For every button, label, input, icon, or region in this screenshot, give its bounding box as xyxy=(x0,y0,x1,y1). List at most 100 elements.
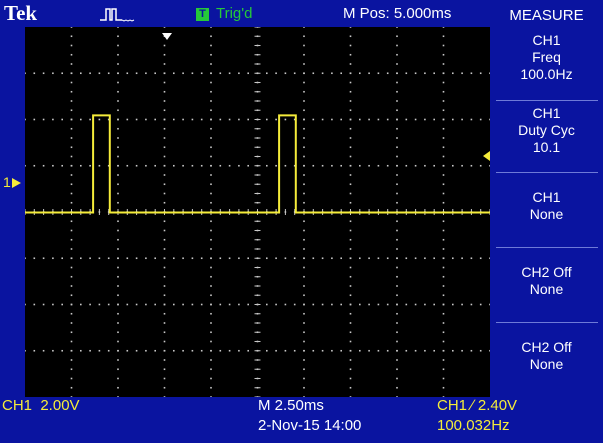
grid-dot xyxy=(349,285,352,287)
grid-dot xyxy=(42,164,45,167)
grid-dot xyxy=(349,377,352,380)
grid-dot xyxy=(275,118,277,121)
grid-dot xyxy=(396,109,398,112)
grid-dot xyxy=(70,27,73,28)
grid-dot xyxy=(238,164,240,167)
grid-dot xyxy=(25,164,26,167)
grid-dot xyxy=(33,72,36,75)
grid-dot xyxy=(80,118,82,121)
grid-dot xyxy=(414,349,417,352)
grid-dot xyxy=(266,257,268,260)
grid-dot xyxy=(331,72,333,75)
grid-dot xyxy=(210,90,212,93)
grid-dot xyxy=(349,386,352,389)
grid-dot xyxy=(303,109,305,112)
grid-dot xyxy=(452,164,454,167)
grid-dot xyxy=(70,349,73,352)
grid-dot xyxy=(442,155,445,158)
grid-dot xyxy=(331,164,333,167)
grid-dot xyxy=(442,303,445,306)
timebase-readout: M 2.50ms xyxy=(258,397,324,414)
grid-dot xyxy=(25,257,26,260)
grid-dot xyxy=(424,164,426,167)
menu-divider xyxy=(496,247,598,248)
grid-dot xyxy=(98,303,101,306)
grid-dot xyxy=(489,118,490,121)
grid-dot xyxy=(238,303,240,306)
measure-slot-1[interactable]: CH1 Freq 100.0Hz xyxy=(490,32,603,83)
grid-dot xyxy=(163,396,166,397)
measure-slot-3[interactable]: CH1 None xyxy=(490,189,603,223)
grid-dot xyxy=(228,257,231,260)
grid-dot xyxy=(210,72,212,75)
grid-dot xyxy=(359,164,361,167)
menu-divider xyxy=(496,100,598,101)
grid-dot xyxy=(219,72,222,75)
grid-dot xyxy=(70,266,73,269)
grid-dot xyxy=(433,164,435,167)
grid-dot xyxy=(238,349,240,352)
grid-dot xyxy=(470,118,473,121)
grid-dot xyxy=(266,72,268,75)
grid-dot xyxy=(228,118,231,121)
grid-dot xyxy=(349,100,352,102)
grid-dot xyxy=(80,257,82,260)
grid-dot xyxy=(368,257,370,260)
grid-dot xyxy=(117,257,119,260)
grid-dot xyxy=(424,118,426,121)
grid-dot xyxy=(210,331,212,334)
grid-dot xyxy=(163,340,166,343)
grid-dot xyxy=(33,303,36,306)
grid-dot xyxy=(117,192,119,195)
grid-dot xyxy=(368,118,370,121)
grid-dot xyxy=(349,331,352,334)
grid-dot xyxy=(396,53,398,56)
grid-dot xyxy=(70,109,73,112)
status-bar-top: Tek T Trig'd M Pos: 5.000ms xyxy=(0,0,490,27)
grid-dot xyxy=(135,257,138,260)
grid-dot xyxy=(396,229,398,232)
measure-slot-2[interactable]: CH1 Duty Cyc 10.1 xyxy=(490,105,603,156)
grid-dot xyxy=(396,201,398,204)
measure-type: Duty Cyc xyxy=(518,122,575,138)
grid-dot xyxy=(163,90,166,93)
grid-dot xyxy=(331,257,333,260)
grid-dot xyxy=(368,349,370,352)
grid-dot xyxy=(442,257,445,260)
grid-dot xyxy=(396,266,398,269)
grid-dot xyxy=(303,100,305,102)
grid-dot xyxy=(200,303,203,306)
grid-dot xyxy=(210,386,212,389)
grid-dot xyxy=(210,275,212,278)
grid-dot xyxy=(210,183,212,186)
grid-dot xyxy=(396,44,398,47)
measure-slot-4[interactable]: CH2 Off None xyxy=(490,264,603,298)
grid-dot xyxy=(70,35,73,38)
grid-dot xyxy=(70,44,73,47)
grid-dot xyxy=(200,72,203,75)
grid-dot xyxy=(405,118,408,121)
grid-dot xyxy=(163,63,166,65)
grid-dot xyxy=(117,183,119,186)
grid-dot xyxy=(442,368,445,371)
grid-dot xyxy=(117,294,119,297)
grid-dot xyxy=(247,303,249,306)
grid-dot xyxy=(442,294,445,297)
grid-dot xyxy=(70,192,73,195)
grid-dot xyxy=(489,164,490,167)
measure-source: CH2 Off xyxy=(521,264,572,280)
measure-slot-5[interactable]: CH2 Off None xyxy=(490,339,603,373)
menu-divider xyxy=(496,322,598,323)
grid-dot xyxy=(98,72,101,75)
grid-dot xyxy=(117,377,119,380)
grid-dot xyxy=(461,349,463,352)
grid-dot xyxy=(396,164,398,167)
measure-source: CH1 xyxy=(532,189,561,205)
grid-dot xyxy=(200,118,203,121)
grid-dot xyxy=(452,257,454,260)
grid-dot xyxy=(117,266,119,269)
grid-dot xyxy=(98,349,101,352)
grid-dot xyxy=(442,377,445,380)
grid-dot xyxy=(145,257,147,260)
grid-dot xyxy=(98,257,101,260)
